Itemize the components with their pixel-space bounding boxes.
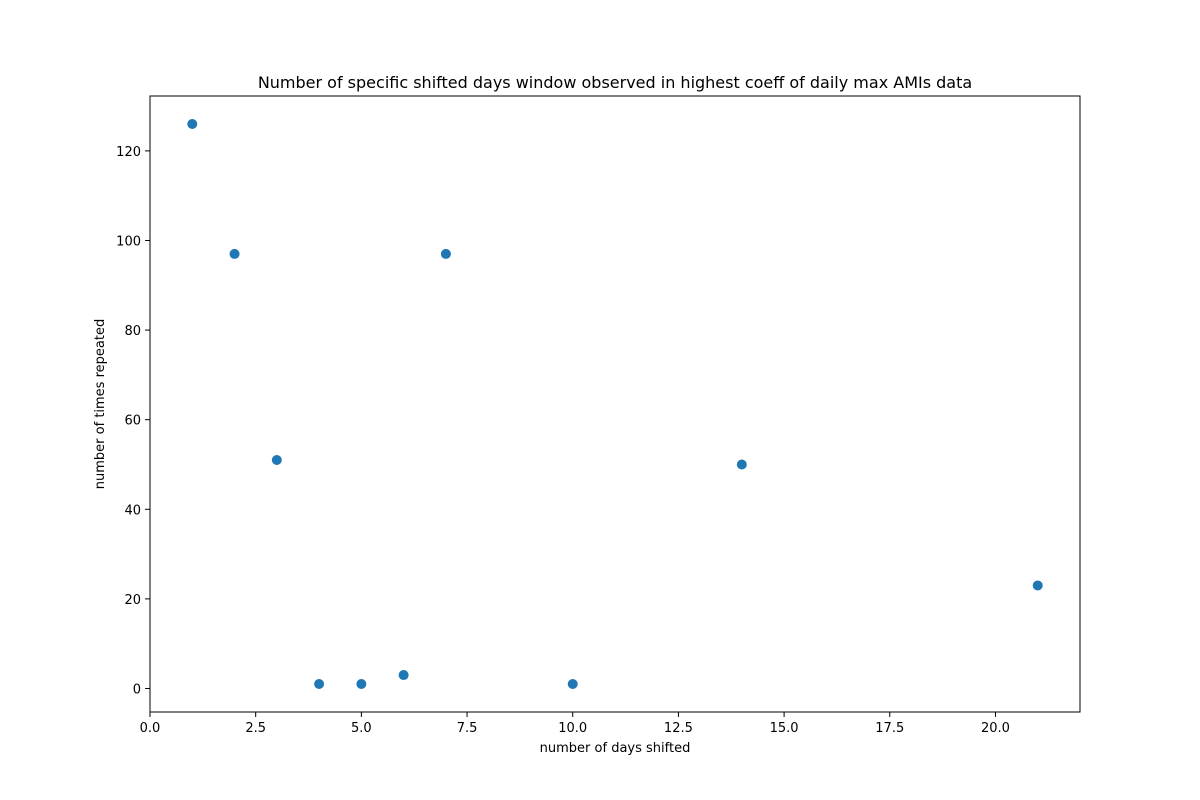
x-axis-label: number of days shifted bbox=[540, 741, 691, 756]
y-tick-label: 100 bbox=[116, 234, 141, 249]
x-tick-label: 17.5 bbox=[875, 721, 904, 736]
plot-frame bbox=[149, 95, 1081, 713]
y-tick-label: 120 bbox=[116, 145, 141, 160]
scatter-point bbox=[736, 459, 747, 470]
x-tick-label: 2.5 bbox=[245, 721, 266, 736]
scatter-point bbox=[314, 679, 325, 689]
scatter-point bbox=[567, 679, 578, 689]
y-tick-label: 0 bbox=[133, 682, 141, 697]
scatter-point bbox=[440, 248, 451, 259]
y-tick-label: 20 bbox=[124, 593, 141, 608]
scatter-point bbox=[398, 670, 409, 681]
x-tick-label: 0.0 bbox=[140, 721, 161, 736]
x-tick-label: 12.5 bbox=[664, 721, 693, 736]
y-axis-label: number of times repeated bbox=[93, 319, 108, 489]
x-tick-label: 15.0 bbox=[770, 721, 799, 736]
chart-title: Number of specific shifted days window o… bbox=[258, 73, 972, 92]
x-tick-label: 10.0 bbox=[558, 721, 587, 736]
points-layer bbox=[187, 119, 1043, 689]
scatter-point bbox=[229, 248, 240, 259]
scatter-point bbox=[1032, 580, 1043, 591]
scatter-point bbox=[187, 119, 198, 129]
y-tick-label: 40 bbox=[124, 503, 141, 518]
x-tick-label: 20.0 bbox=[981, 721, 1010, 736]
scatter-point bbox=[271, 455, 282, 465]
y-tick-label: 60 bbox=[124, 414, 141, 429]
ticks-layer: 0.0 2.5 5.0 7.5 10.0 12.5 15.0 17.5 20.0 0 20 40 60 8… bbox=[116, 145, 1010, 736]
y-tick-label: 80 bbox=[124, 324, 141, 339]
x-tick-label: 7.5 bbox=[457, 721, 478, 736]
scatter-point bbox=[356, 679, 367, 689]
plot-area bbox=[150, 96, 1080, 712]
x-tick-label: 5.0 bbox=[351, 721, 372, 736]
